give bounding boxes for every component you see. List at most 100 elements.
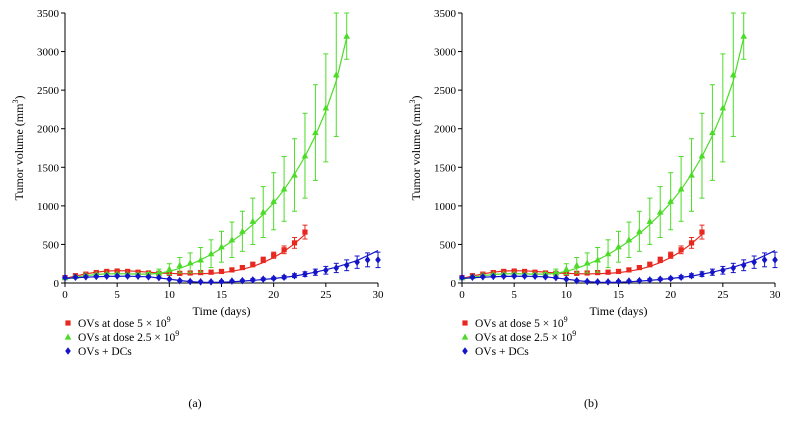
data-point	[688, 171, 695, 178]
data-point	[239, 264, 245, 271]
data-point	[647, 276, 653, 284]
y-tick-label: 500	[440, 239, 457, 251]
data-point	[729, 71, 737, 78]
panel-label: (b)	[584, 396, 598, 410]
data-point	[271, 252, 277, 258]
data-point	[364, 256, 371, 264]
data-point	[636, 227, 643, 234]
data-point	[573, 261, 581, 268]
x-tick-label: 15	[216, 289, 228, 301]
y-tick-label: 1500	[434, 162, 457, 174]
legend-label: OVs at dose 2.5 × 109	[78, 329, 179, 344]
data-point	[239, 227, 246, 234]
fit-curve	[64, 37, 348, 280]
data-point	[343, 32, 350, 39]
data-point	[583, 259, 591, 266]
data-point	[500, 272, 507, 281]
data-point	[469, 273, 476, 282]
series-1	[458, 12, 747, 281]
data-point	[626, 277, 632, 285]
data-point	[281, 273, 287, 282]
legend-label-sup: 9	[564, 315, 568, 324]
legend-label-text: OVs at dose 2.5 × 10	[475, 332, 572, 344]
chart-panel-a: 0 5 10 15 20 25 30 0 500 1000 1500 2000 2500 3000 3500…	[11, 8, 384, 410]
data-point	[218, 277, 225, 286]
data-point	[772, 256, 778, 264]
y-tick-label: 2000	[37, 124, 60, 136]
data-point	[594, 256, 601, 263]
data-point	[72, 273, 79, 282]
fit-curve	[461, 250, 776, 284]
x-tick-label: 25	[320, 289, 332, 301]
data-point	[228, 236, 236, 243]
data-point	[719, 104, 727, 111]
legend-marker	[65, 347, 71, 355]
y-tick-label: 1000	[37, 201, 60, 213]
data-point	[322, 104, 330, 111]
legend-label-text: OVs at dose 5 × 10	[78, 318, 167, 330]
data-point	[699, 270, 705, 278]
legend-label: OVs + DCs	[78, 346, 132, 358]
data-point	[709, 129, 716, 136]
data-point	[208, 269, 214, 275]
data-point	[563, 275, 570, 283]
data-point	[229, 267, 235, 273]
x-tick-label: 25	[717, 289, 729, 301]
data-point	[208, 278, 214, 286]
data-point	[270, 197, 277, 204]
data-point	[615, 277, 622, 286]
data-point	[511, 272, 517, 280]
data-point	[302, 270, 308, 278]
y-axis-label-close: )	[12, 96, 26, 100]
y-tick-label: 0	[451, 278, 457, 290]
y-tick-label: 2000	[434, 124, 457, 136]
legend-marker	[462, 320, 468, 326]
x-tick-label: 0	[62, 289, 68, 301]
data-point	[636, 264, 642, 271]
data-point	[83, 273, 89, 281]
data-point	[250, 261, 256, 268]
series-0	[459, 224, 705, 281]
data-point	[740, 261, 747, 270]
data-point	[688, 240, 695, 246]
data-point	[678, 247, 684, 253]
data-point	[615, 243, 622, 250]
legend-label-text: OVs + DCs	[78, 346, 132, 358]
x-tick-label: 5	[511, 289, 517, 301]
legend-label: OVs at dose 5 × 109	[475, 315, 568, 330]
legend-marker	[461, 333, 469, 340]
x-tick-label: 5	[114, 289, 120, 301]
data-point	[552, 268, 560, 275]
fit-curve	[64, 233, 306, 279]
y-tick-label: 0	[54, 278, 60, 290]
data-point	[291, 171, 298, 178]
data-point	[281, 247, 287, 253]
data-point	[291, 271, 298, 280]
y-tick-label: 2500	[37, 85, 60, 97]
x-tick-label: 0	[459, 289, 465, 301]
data-point	[751, 258, 757, 266]
data-point	[229, 277, 235, 285]
legend-label-text: OVs at dose 5 × 10	[475, 318, 564, 330]
data-point	[333, 264, 340, 272]
legend-label-sup: 9	[572, 329, 576, 338]
data-point	[677, 185, 685, 192]
y-axis-label: Tumor volume (mm3)	[408, 96, 423, 201]
y-tick-label: 1500	[37, 162, 60, 174]
data-point	[250, 276, 256, 284]
series-0	[62, 224, 308, 281]
data-point	[740, 32, 747, 39]
y-axis-label-text: Tumor volume (mm	[409, 103, 423, 201]
data-point	[521, 272, 528, 280]
legend-marker	[65, 320, 71, 326]
data-point	[218, 268, 225, 275]
y-tick-label: 3000	[37, 47, 60, 59]
data-point	[698, 152, 706, 159]
y-axis-label-sup: 3	[11, 100, 20, 104]
data-point	[553, 273, 559, 282]
data-point	[573, 276, 580, 285]
data-point	[668, 252, 674, 258]
data-point	[103, 272, 110, 281]
